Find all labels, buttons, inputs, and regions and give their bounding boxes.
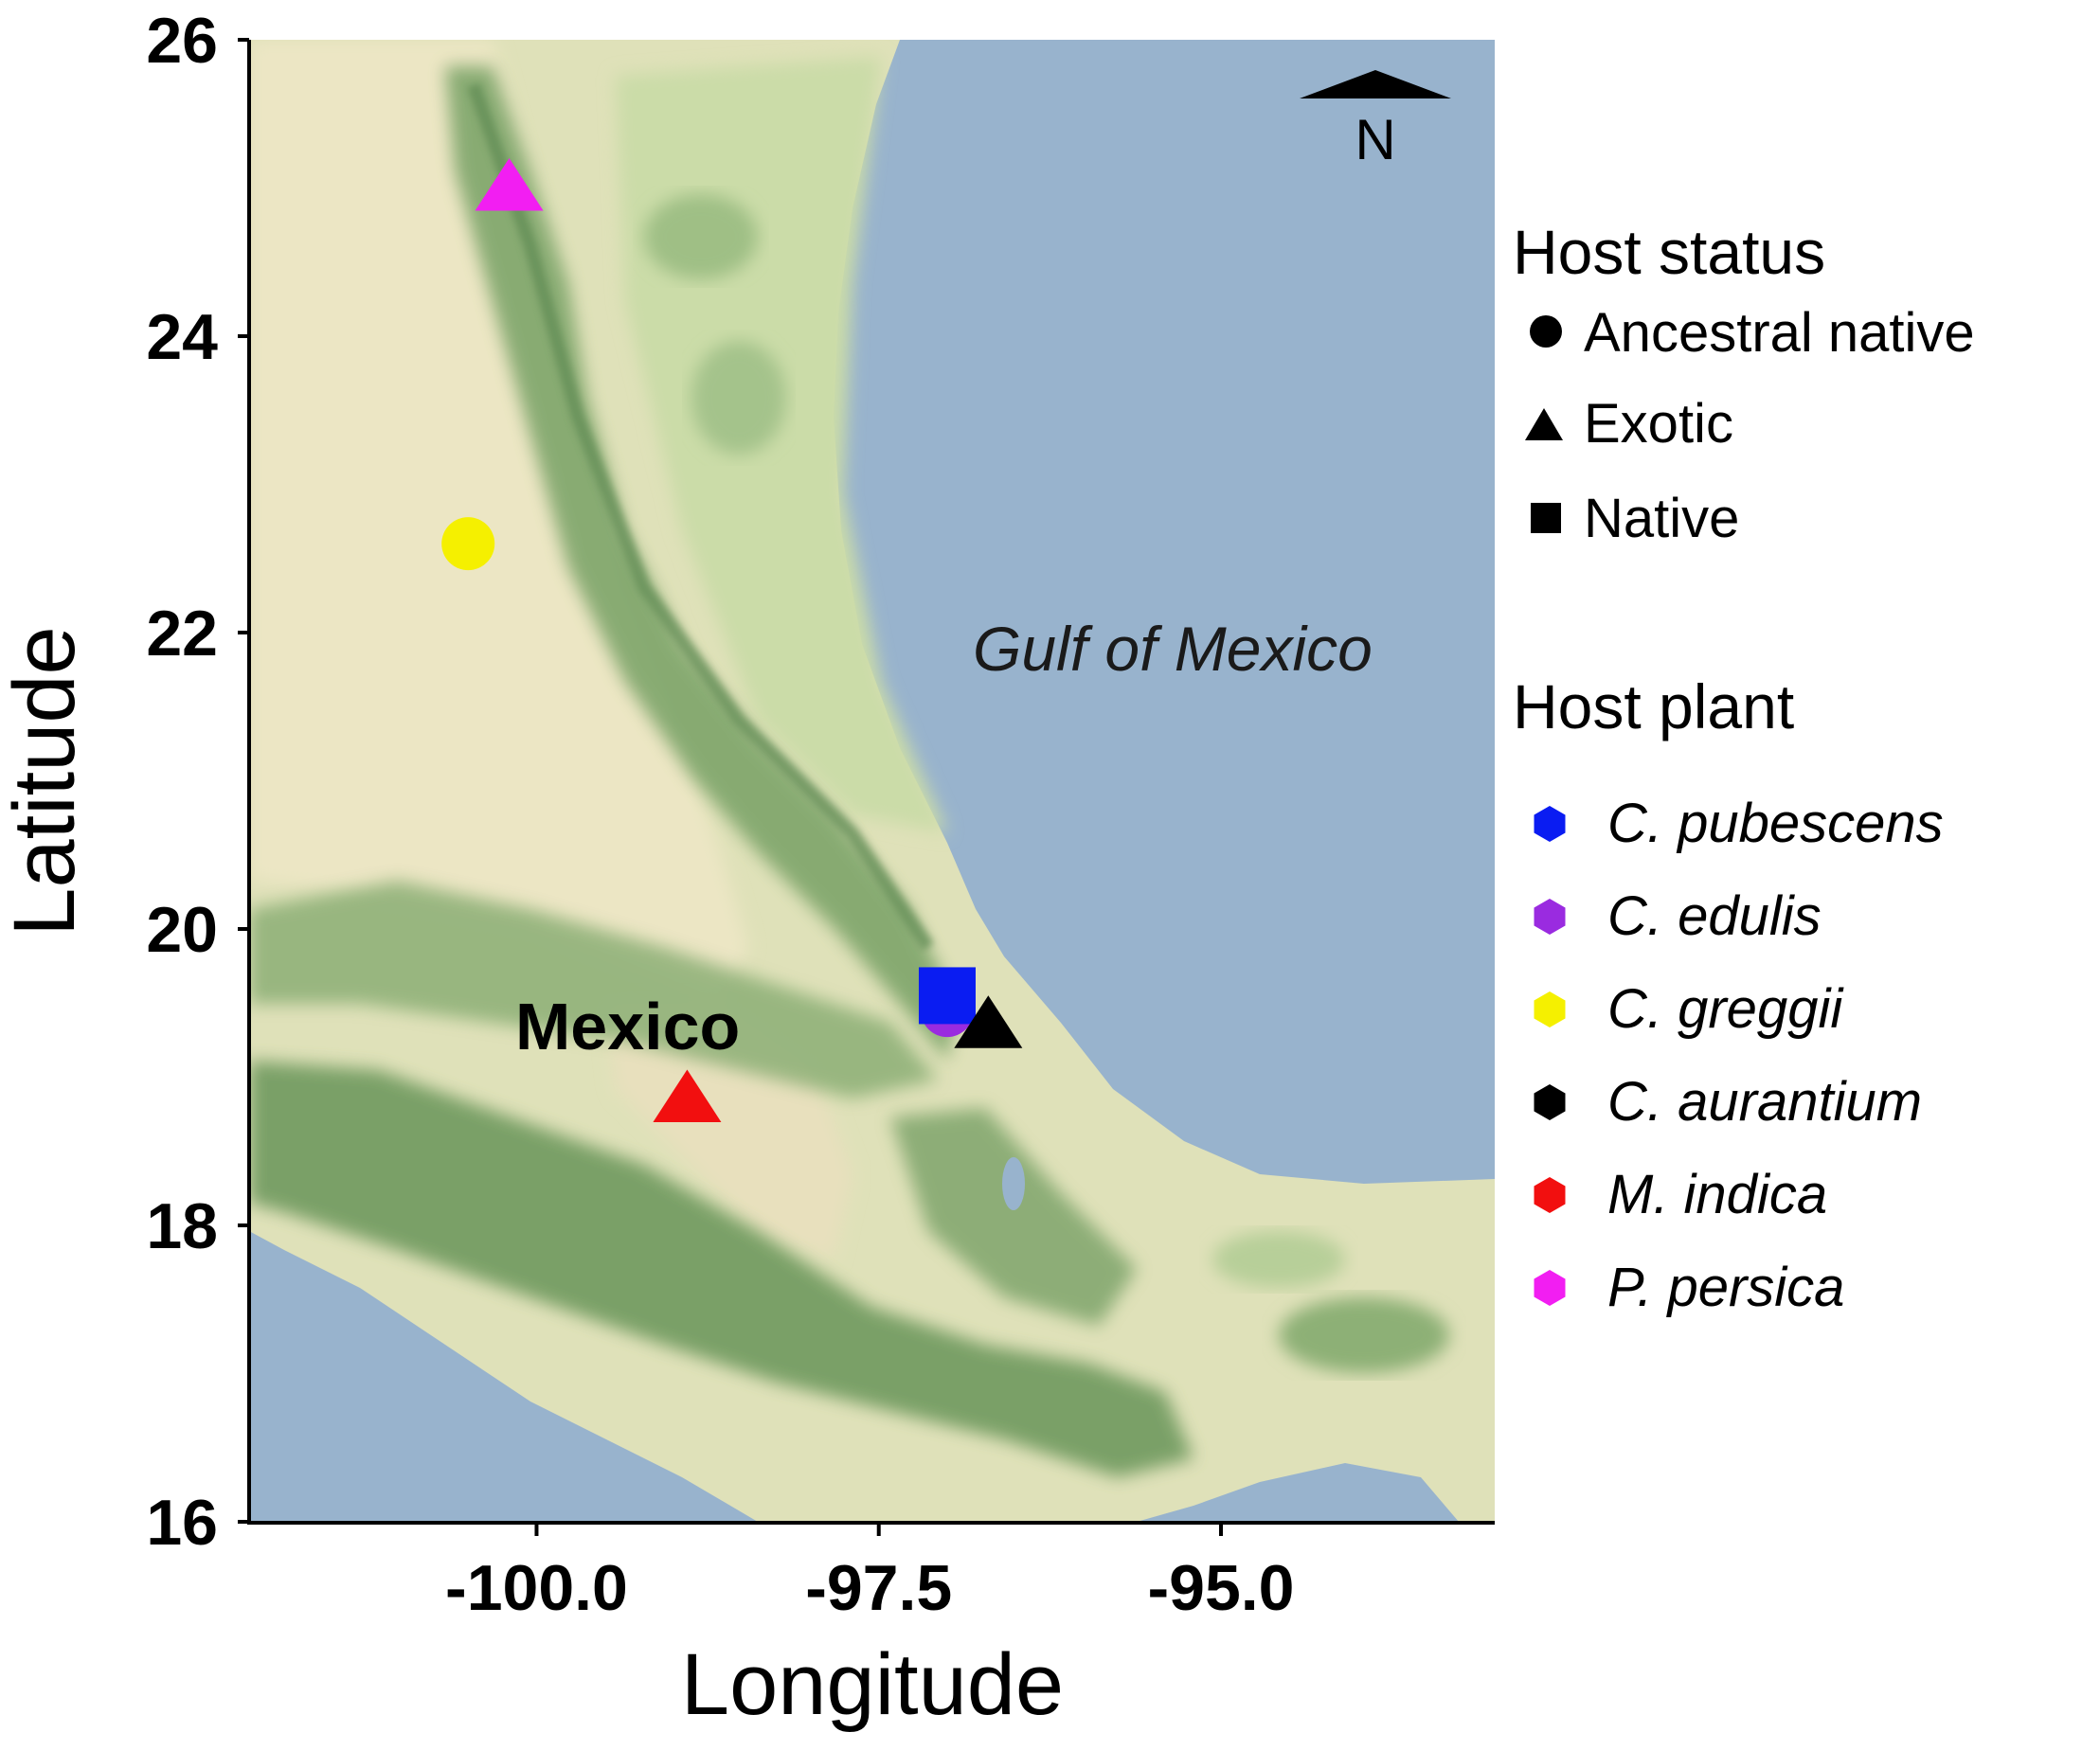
- legend-triangle-icon: [1525, 408, 1563, 440]
- green-patch: [1212, 1231, 1345, 1288]
- legend-swatch-icon: [1534, 806, 1566, 842]
- legend-plant-title: Host plant: [1513, 671, 1795, 741]
- y-ticks: 16 18 20 22 24 26: [146, 5, 249, 1559]
- legend-plant-c-greggii: C. greggii: [1607, 978, 1843, 1040]
- legend-status-native: Native: [1584, 488, 1740, 549]
- volcanic-belt: [249, 881, 938, 1098]
- legend-plant-m-indica: M. indica: [1607, 1164, 1828, 1225]
- y-tick-label: 26: [146, 5, 218, 77]
- lagoon: [1002, 1157, 1025, 1210]
- legend-swatch-icon: [1534, 991, 1566, 1027]
- legend-plant-p-persica: P. persica: [1607, 1257, 1845, 1318]
- legend-plant-c-aurantium: C. aurantium: [1607, 1071, 1923, 1133]
- dry-plateau: [249, 40, 748, 1004]
- legend-status-exotic: Exotic: [1584, 393, 1733, 455]
- y-tick-label: 20: [146, 894, 218, 966]
- y-tick-label: 22: [146, 598, 218, 670]
- green-patch: [691, 341, 786, 455]
- sierra-madre-del-sur: [249, 1061, 1194, 1477]
- green-patch: [1279, 1297, 1449, 1373]
- legend-circle-icon: [1530, 315, 1562, 348]
- legend-square-icon: [1531, 503, 1561, 533]
- y-axis-label: Latitude: [0, 626, 93, 936]
- y-tick-label: 24: [146, 301, 218, 373]
- x-tick-label: -97.5: [805, 1552, 952, 1624]
- point-m-indica: [653, 1069, 722, 1122]
- legend-swatch-icon: [1534, 899, 1566, 935]
- point-c-greggii: [441, 517, 495, 571]
- point-p-persica: [475, 158, 544, 211]
- north-arrow: N: [1300, 70, 1451, 171]
- x-ticks: -100.0 -97.5 -95.0: [445, 1523, 1294, 1624]
- legend-plant-c-pubescens: C. pubescens: [1607, 793, 1944, 854]
- legend-swatch-icon: [1534, 1270, 1566, 1306]
- legend-swatch-icon: [1534, 1177, 1566, 1213]
- north-label: N: [1355, 108, 1395, 171]
- y-tick-label: 16: [146, 1487, 218, 1559]
- points-layer: [441, 158, 1023, 1122]
- legend-status-ancestral: Ancestral native: [1584, 302, 1975, 364]
- x-tick-label: -100.0: [445, 1552, 628, 1624]
- map-panel: Mexico Gulf of Mexico N: [249, 40, 1495, 1522]
- x-tick-label: -95.0: [1147, 1552, 1294, 1624]
- north-arrow-icon: [1300, 70, 1451, 98]
- point-c-pubescens: [918, 967, 976, 1025]
- x-axis-label: Longitude: [681, 1636, 1064, 1733]
- green-patch: [644, 194, 758, 279]
- point-c-aurantium: [954, 995, 1023, 1048]
- sierra-ridge-detail: [467, 82, 934, 951]
- legend-swatch-icon: [1534, 1084, 1566, 1120]
- legend-plant-c-edulis: C. edulis: [1607, 885, 1822, 947]
- city-label: Mexico: [515, 990, 740, 1063]
- oaxaca-highlands: [890, 1108, 1137, 1326]
- y-tick-label: 18: [146, 1190, 218, 1262]
- sea-label: Gulf of Mexico: [973, 614, 1373, 684]
- legend-status-title: Host status: [1513, 217, 1826, 287]
